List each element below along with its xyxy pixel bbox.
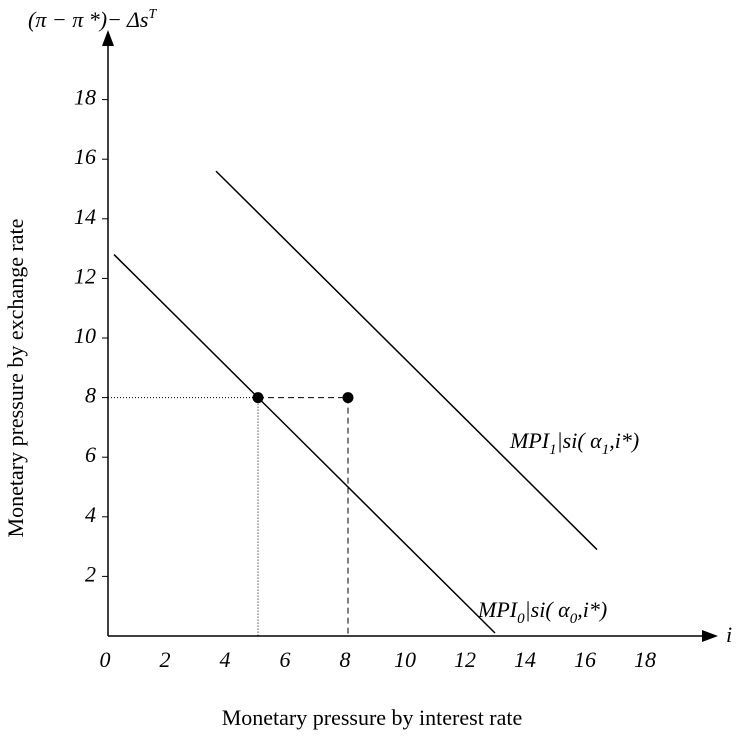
y-tick-label: 8 xyxy=(85,383,96,408)
y-tick-label: 10 xyxy=(74,323,96,348)
text-part: α xyxy=(558,597,570,622)
x-tick-label: 16 xyxy=(574,647,596,672)
text-part: 0 xyxy=(570,611,578,627)
y-axis-symbol: (π − π *)− ΔsT xyxy=(28,7,157,32)
text-part: 0 xyxy=(517,611,525,627)
x-axis-arrow xyxy=(702,630,718,642)
text-part: ,i*) xyxy=(577,597,607,622)
x-tick-label: 14 xyxy=(514,647,536,672)
x-tick-label: 6 xyxy=(280,647,291,672)
curve-label: MPI0|si( α0,i*) xyxy=(477,597,607,627)
y-axis-arrow xyxy=(102,30,114,46)
point xyxy=(342,392,354,404)
x-tick-label: 8 xyxy=(340,647,351,672)
text-part: |si( xyxy=(525,597,559,622)
x-axis-symbol: i xyxy=(726,622,732,647)
y-tick-label: 4 xyxy=(85,502,96,527)
text-part: α xyxy=(590,428,602,453)
y-tick-label: 2 xyxy=(85,561,96,586)
curve xyxy=(215,170,598,551)
x-tick-label: 10 xyxy=(394,647,416,672)
text-part: MPI xyxy=(477,597,519,622)
x-axis-label: Monetary pressure by interest rate xyxy=(222,705,523,730)
text-part: 1 xyxy=(549,442,557,458)
y-tick-label: 14 xyxy=(74,204,96,229)
x-tick-label: 18 xyxy=(634,647,656,672)
y-axis-label: Monetary pressure by exchange rate xyxy=(3,219,28,538)
curve-label: MPI1|si( α1,i*) xyxy=(509,428,639,458)
x-tick-label: 0 xyxy=(100,647,111,672)
y-tick-label: 18 xyxy=(74,85,96,110)
text-part: (π − π *)− Δs xyxy=(28,7,148,32)
y-tick-label: 12 xyxy=(74,263,96,288)
point xyxy=(252,392,264,404)
y-tick-label: 16 xyxy=(74,144,96,169)
y-tick-label: 6 xyxy=(85,442,96,467)
x-tick-label: 12 xyxy=(454,647,476,672)
x-tick-label: 4 xyxy=(220,647,231,672)
text-part: T xyxy=(148,7,157,22)
text-part: ,i*) xyxy=(609,428,639,453)
x-tick-label: 2 xyxy=(160,647,171,672)
text-part: |si( xyxy=(557,428,591,453)
text-part: MPI xyxy=(509,428,551,453)
curve xyxy=(113,254,496,634)
text-part: 1 xyxy=(602,442,610,458)
